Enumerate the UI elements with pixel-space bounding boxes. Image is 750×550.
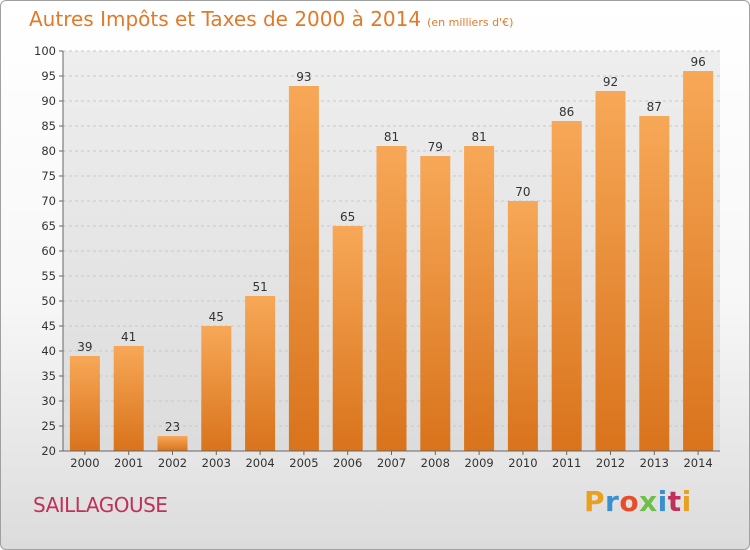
x-tick-label-2000: 2000: [70, 456, 99, 470]
x-tick-label-2005: 2005: [289, 456, 318, 470]
value-label-2014: 96: [690, 55, 705, 69]
bar-2009: [464, 146, 495, 451]
x-tick-label-2003: 2003: [202, 456, 231, 470]
value-label-2002: 23: [165, 420, 180, 434]
title-text: Autres Impôts et Taxes de 2000 à 2014: [29, 7, 422, 31]
bar-2002: [157, 436, 188, 451]
value-label-2000: 39: [77, 340, 92, 354]
value-label-2006: 65: [340, 210, 355, 224]
chart-title: Autres Impôts et Taxes de 2000 à 2014 (en…: [29, 7, 513, 31]
logo-letter: x: [639, 485, 658, 518]
x-tick-label-2007: 2007: [377, 456, 406, 470]
x-tick-label-2002: 2002: [158, 456, 187, 470]
unit-label: (en milliers d'€): [427, 16, 514, 29]
value-label-2003: 45: [209, 310, 224, 324]
y-tick-label: 65: [41, 219, 56, 233]
logo-letter: t: [667, 485, 682, 518]
y-tick-label: 70: [41, 194, 56, 208]
value-label-2005: 93: [296, 70, 311, 84]
y-tick-label: 90: [41, 94, 56, 108]
y-tick-label: 95: [41, 69, 56, 83]
value-label-2008: 79: [428, 140, 443, 154]
x-tick-label-2001: 2001: [114, 456, 143, 470]
y-tick-label: 45: [41, 319, 56, 333]
x-tick-label-2010: 2010: [508, 456, 537, 470]
logo-letter: i: [657, 485, 668, 518]
y-tick-label: 35: [41, 369, 56, 383]
bar-2011: [551, 121, 582, 451]
y-tick-label: 100: [34, 44, 56, 58]
value-label-2013: 87: [647, 100, 662, 114]
y-tick-label: 80: [41, 144, 56, 158]
x-tick-label-2008: 2008: [421, 456, 450, 470]
bar-2013: [639, 116, 670, 451]
bar-2004: [245, 296, 276, 451]
bar-2014: [683, 71, 714, 451]
bar-2005: [288, 86, 319, 451]
value-label-2012: 92: [603, 75, 618, 89]
value-label-2010: 70: [515, 185, 530, 199]
x-tick-label-2012: 2012: [596, 456, 625, 470]
x-tick-label-2013: 2013: [640, 456, 669, 470]
place-name: SAILLAGOUSE: [33, 493, 168, 517]
bars: 39 41 23 45 51 93 65 81 79 81 70 86 92 87 96: [69, 55, 714, 451]
bar-2006: [332, 226, 363, 451]
value-label-2009: 81: [471, 130, 486, 144]
value-label-2004: 51: [252, 280, 267, 294]
x-tick-label-2011: 2011: [552, 456, 581, 470]
bar-2008: [420, 156, 451, 451]
logo-letter: r: [605, 485, 620, 518]
bar-2010: [507, 201, 538, 451]
x-tick-label-2014: 2014: [683, 456, 712, 470]
logo-letter: i: [681, 485, 692, 518]
bar-2012: [595, 91, 626, 451]
y-tick-label: 55: [41, 269, 56, 283]
y-tick-label: 85: [41, 119, 56, 133]
y-tick-label: 60: [41, 244, 56, 258]
y-tick-label: 40: [41, 344, 56, 358]
bar-2007: [376, 146, 407, 451]
proxiti-logo: Proxiti: [584, 485, 692, 518]
value-label-2007: 81: [384, 130, 399, 144]
y-tick-label: 20: [41, 444, 56, 458]
axes: 20 25 30 35 40 45 50 55 60 65 70 75 80 85 90 95 100 2000 2…: [34, 44, 720, 470]
value-label-2011: 86: [559, 105, 574, 119]
x-tick-label-2009: 2009: [464, 456, 493, 470]
x-tick-label-2004: 2004: [245, 456, 274, 470]
x-tick-label-2006: 2006: [333, 456, 362, 470]
bar-2003: [201, 326, 232, 451]
value-label-2001: 41: [121, 330, 136, 344]
logo-letter: o: [619, 485, 640, 518]
y-tick-label: 30: [41, 394, 56, 408]
bar-2001: [113, 346, 144, 451]
y-tick-label: 50: [41, 294, 56, 308]
bar-2000: [69, 356, 100, 451]
logo-letter: P: [584, 485, 606, 518]
y-tick-label: 75: [41, 169, 56, 183]
y-tick-label: 25: [41, 419, 56, 433]
